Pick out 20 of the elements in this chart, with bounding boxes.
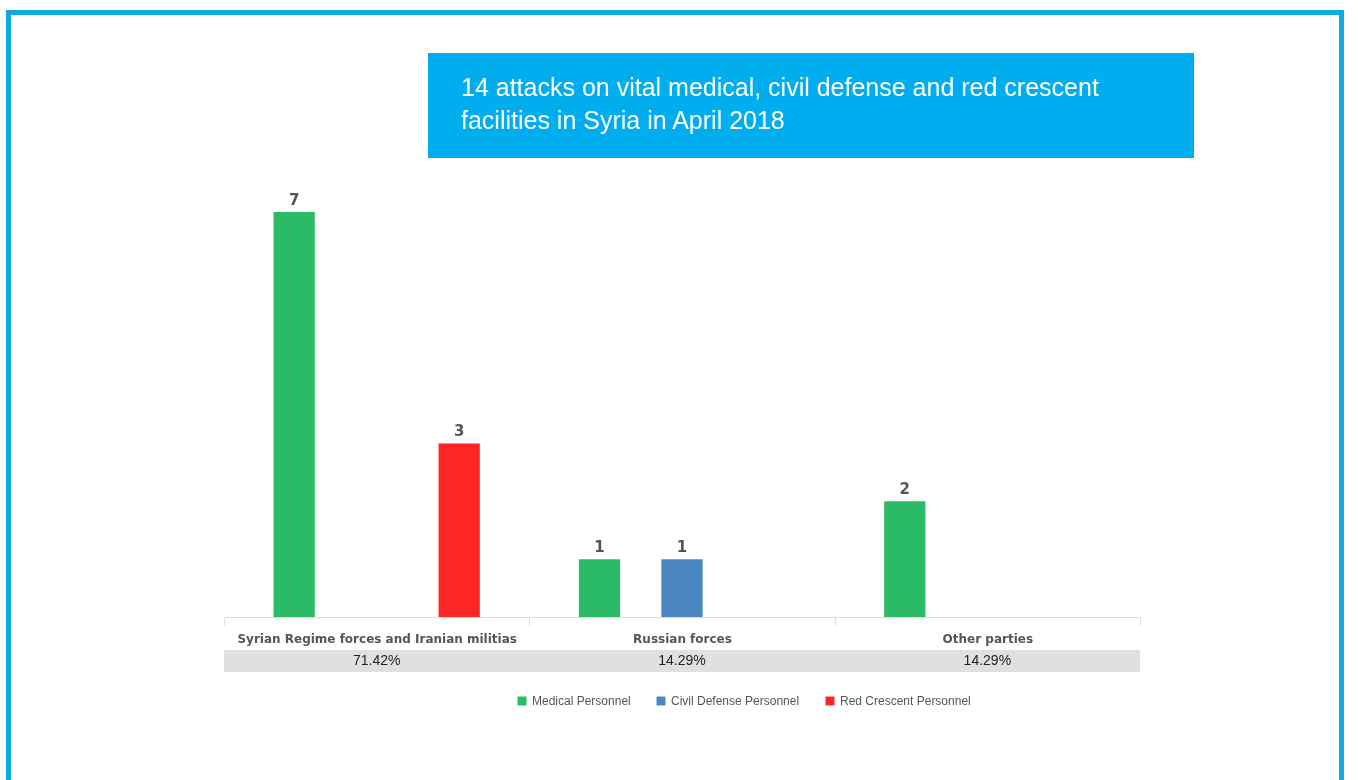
data-label: 1 [676, 538, 688, 557]
legend-label: Medical Personnel [532, 694, 631, 708]
data-label: 7 [288, 191, 300, 209]
chart-title: 14 attacks on vital medical, civil defense and red crescent facilities in Syria in April 2018 [428, 53, 1194, 158]
bar [884, 501, 926, 617]
data-label: 2 [899, 480, 911, 499]
data-label: 3 [453, 422, 465, 441]
bar [661, 559, 703, 617]
bar [438, 443, 480, 617]
x-tick-label: Other parties [942, 631, 1034, 646]
text: 14.29% [658, 652, 706, 668]
x-tick-label: Russian forces [633, 631, 732, 646]
data-label: 1 [594, 538, 605, 557]
legend-label: Civil Defense Personnel [671, 694, 800, 708]
bar [578, 559, 621, 617]
text: 71.42% [352, 652, 401, 668]
legend-label: Red Crescent Personnel [840, 694, 971, 708]
text: 14.29% [963, 652, 1012, 668]
x-tick-label: Syrian Regime forces and Iranian militias [237, 631, 517, 646]
bar [273, 212, 315, 617]
